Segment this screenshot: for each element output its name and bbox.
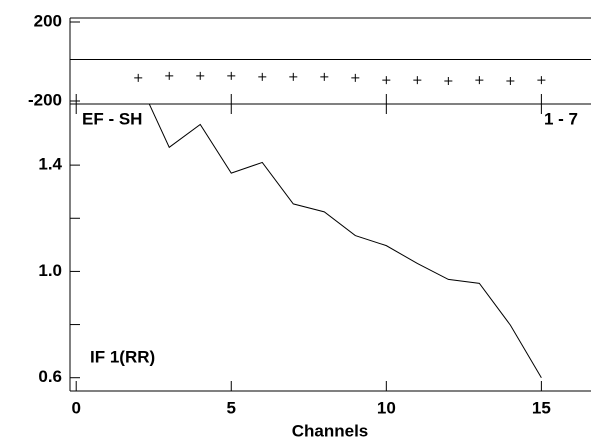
point xyxy=(258,72,267,81)
x-tick-label: 5 xyxy=(227,398,236,417)
point xyxy=(134,73,143,82)
plot-area xyxy=(148,104,542,378)
point xyxy=(506,77,515,86)
point xyxy=(165,71,174,80)
point xyxy=(320,72,329,81)
point xyxy=(196,71,205,80)
y-tick-label: 1.0 xyxy=(38,261,62,280)
x-tick-label: 10 xyxy=(377,398,396,417)
point xyxy=(537,76,546,85)
point xyxy=(289,72,298,81)
y-tick-label: -200 xyxy=(28,90,62,109)
point xyxy=(351,73,360,82)
line xyxy=(148,104,542,378)
point xyxy=(444,77,453,86)
point xyxy=(382,76,391,85)
y-tick-label: 0.6 xyxy=(38,367,62,386)
annotation: 1 - 7 xyxy=(544,109,578,128)
point xyxy=(475,76,484,85)
y-tick-label: 200 xyxy=(34,11,62,30)
annotation: IF 1(RR) xyxy=(90,347,155,366)
point xyxy=(227,71,236,80)
x-tick-label: 0 xyxy=(71,398,80,417)
point xyxy=(413,76,422,85)
x-tick-label: 15 xyxy=(532,398,551,417)
y-tick-label: 1.4 xyxy=(38,155,62,174)
annotation: EF - SH xyxy=(82,109,142,128)
x-axis-label: Channels xyxy=(292,421,369,440)
